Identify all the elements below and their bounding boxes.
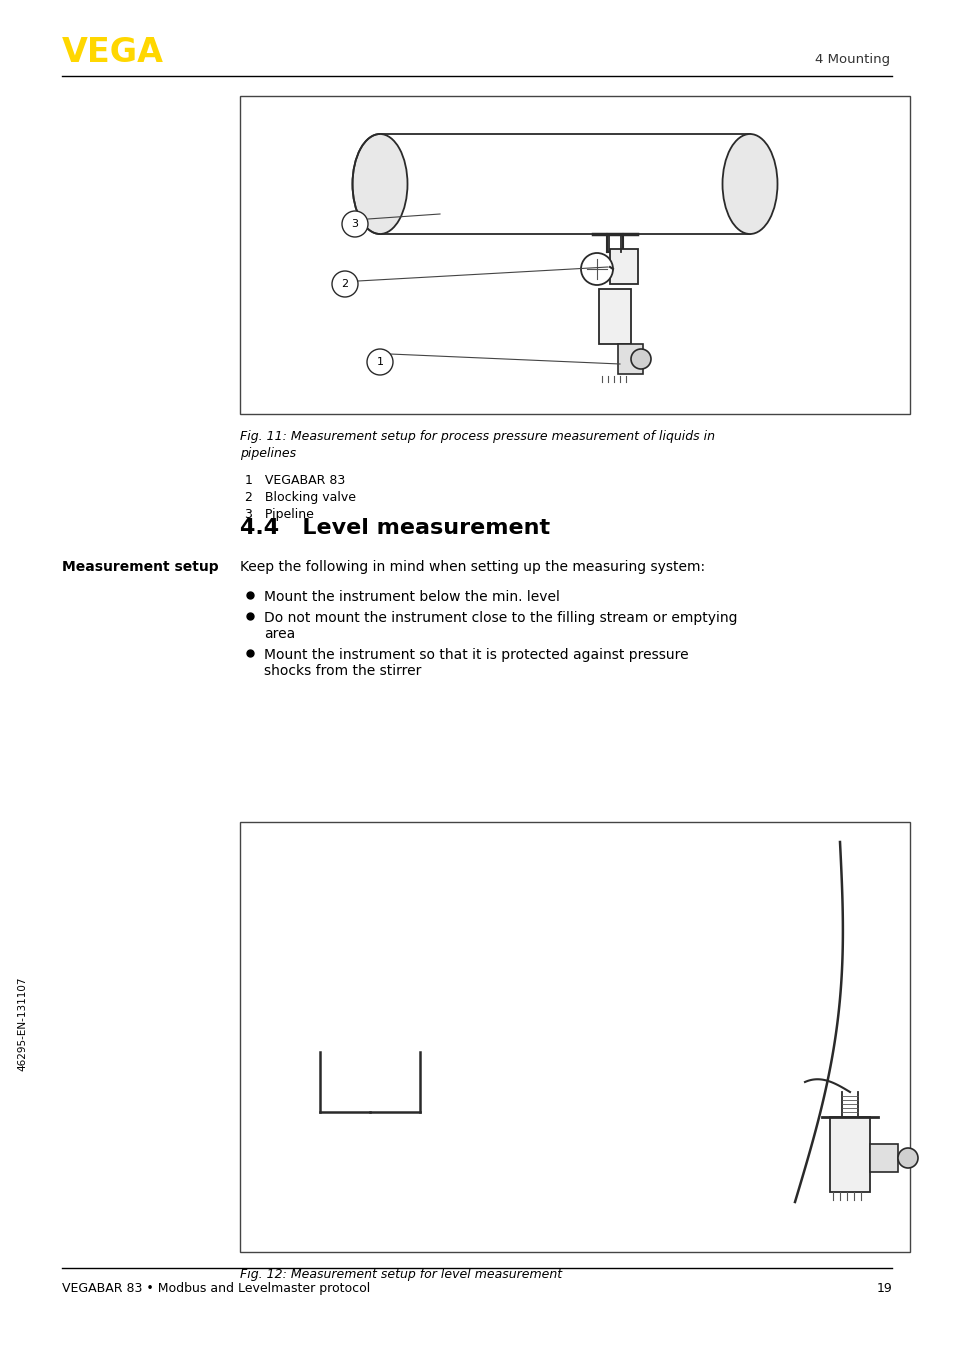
Bar xyxy=(240,822,909,1252)
Text: Fig. 11: Measurement setup for process pressure measurement of liquids in: Fig. 11: Measurement setup for process p… xyxy=(240,431,714,443)
Circle shape xyxy=(897,1148,917,1169)
Bar xyxy=(609,249,638,284)
Text: 46295-EN-131107: 46295-EN-131107 xyxy=(17,976,27,1071)
Text: Measurement setup: Measurement setup xyxy=(62,561,218,574)
Text: Mount the instrument below the min. level: Mount the instrument below the min. leve… xyxy=(264,590,559,604)
Text: 1   VEGABAR 83: 1 VEGABAR 83 xyxy=(245,474,345,487)
Text: 3: 3 xyxy=(351,219,358,229)
Bar xyxy=(829,1117,869,1192)
Text: 4 Mounting: 4 Mounting xyxy=(814,53,889,66)
Text: 3   Pipeline: 3 Pipeline xyxy=(245,508,314,521)
Text: 2   Blocking valve: 2 Blocking valve xyxy=(245,492,355,504)
Ellipse shape xyxy=(352,134,407,234)
Text: pipelines: pipelines xyxy=(240,447,295,460)
Circle shape xyxy=(630,349,650,370)
Bar xyxy=(379,134,749,234)
Circle shape xyxy=(367,349,393,375)
Ellipse shape xyxy=(721,134,777,234)
Circle shape xyxy=(580,253,613,284)
Text: shocks from the stirrer: shocks from the stirrer xyxy=(264,663,421,678)
Text: Keep the following in mind when setting up the measuring system:: Keep the following in mind when setting … xyxy=(240,561,704,574)
Text: 1: 1 xyxy=(376,357,383,367)
Text: Do not mount the instrument close to the filling stream or emptying: Do not mount the instrument close to the… xyxy=(264,611,737,626)
Text: 19: 19 xyxy=(876,1282,891,1294)
Bar xyxy=(869,1144,897,1173)
Circle shape xyxy=(332,271,357,297)
Text: Fig. 12: Measurement setup for level measurement: Fig. 12: Measurement setup for level mea… xyxy=(240,1267,561,1281)
Circle shape xyxy=(341,211,368,237)
Text: Mount the instrument so that it is protected against pressure: Mount the instrument so that it is prote… xyxy=(264,649,688,662)
Text: 2: 2 xyxy=(341,279,348,288)
Text: 4.4   Level measurement: 4.4 Level measurement xyxy=(240,519,550,538)
Text: area: area xyxy=(264,627,294,640)
Bar xyxy=(598,288,630,344)
Bar xyxy=(618,344,642,374)
Bar xyxy=(240,96,909,414)
Text: VEGABAR 83 • Modbus and Levelmaster protocol: VEGABAR 83 • Modbus and Levelmaster prot… xyxy=(62,1282,370,1294)
Text: VEGA: VEGA xyxy=(62,37,164,69)
